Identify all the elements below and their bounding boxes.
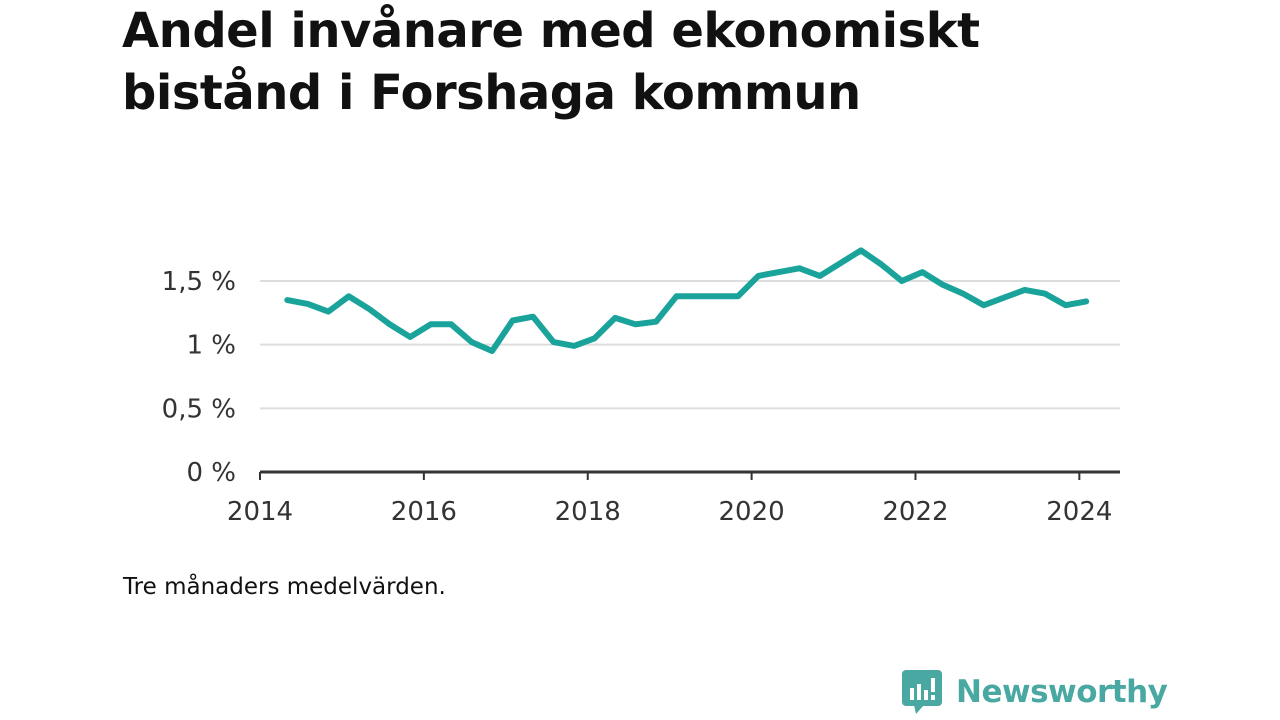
- brand-name: Newsworthy: [956, 674, 1168, 710]
- y-tick-label: 0 %: [186, 458, 236, 488]
- chart-title-line-1: Andel invånare med ekonomiskt: [122, 3, 980, 59]
- x-tick-label: 2016: [391, 497, 457, 527]
- chart-title: Andel invånare med ekonomiskt bistånd i …: [122, 0, 1122, 124]
- gridlines: [260, 280, 1120, 410]
- x-tick-label: 2024: [1046, 497, 1112, 527]
- brand-logo[interactable]: Newsworthy: [902, 670, 1168, 714]
- x-axis-ticks: 2014 2016 2018 2020 2022 2024: [227, 472, 1112, 527]
- y-tick-label: 0,5 %: [162, 394, 236, 424]
- series-layer: [284, 247, 1090, 354]
- x-tick-label: 2022: [882, 497, 948, 527]
- chart-note: Tre månaders medelvärden.: [123, 574, 446, 600]
- series-line: [284, 247, 1090, 354]
- y-tick-label: 1,5 %: [162, 267, 236, 297]
- x-tick-label: 2020: [719, 497, 785, 527]
- chart-title-line-2: bistånd i Forshaga kommun: [122, 65, 861, 121]
- y-tick-label: 1 %: [186, 331, 236, 361]
- y-axis-ticks: 0 % 0,5 % 1 % 1,5 %: [162, 267, 236, 488]
- x-tick-label: 2018: [555, 497, 621, 527]
- newsworthy-logo-icon: [902, 670, 942, 714]
- x-tick-label: 2014: [227, 497, 293, 527]
